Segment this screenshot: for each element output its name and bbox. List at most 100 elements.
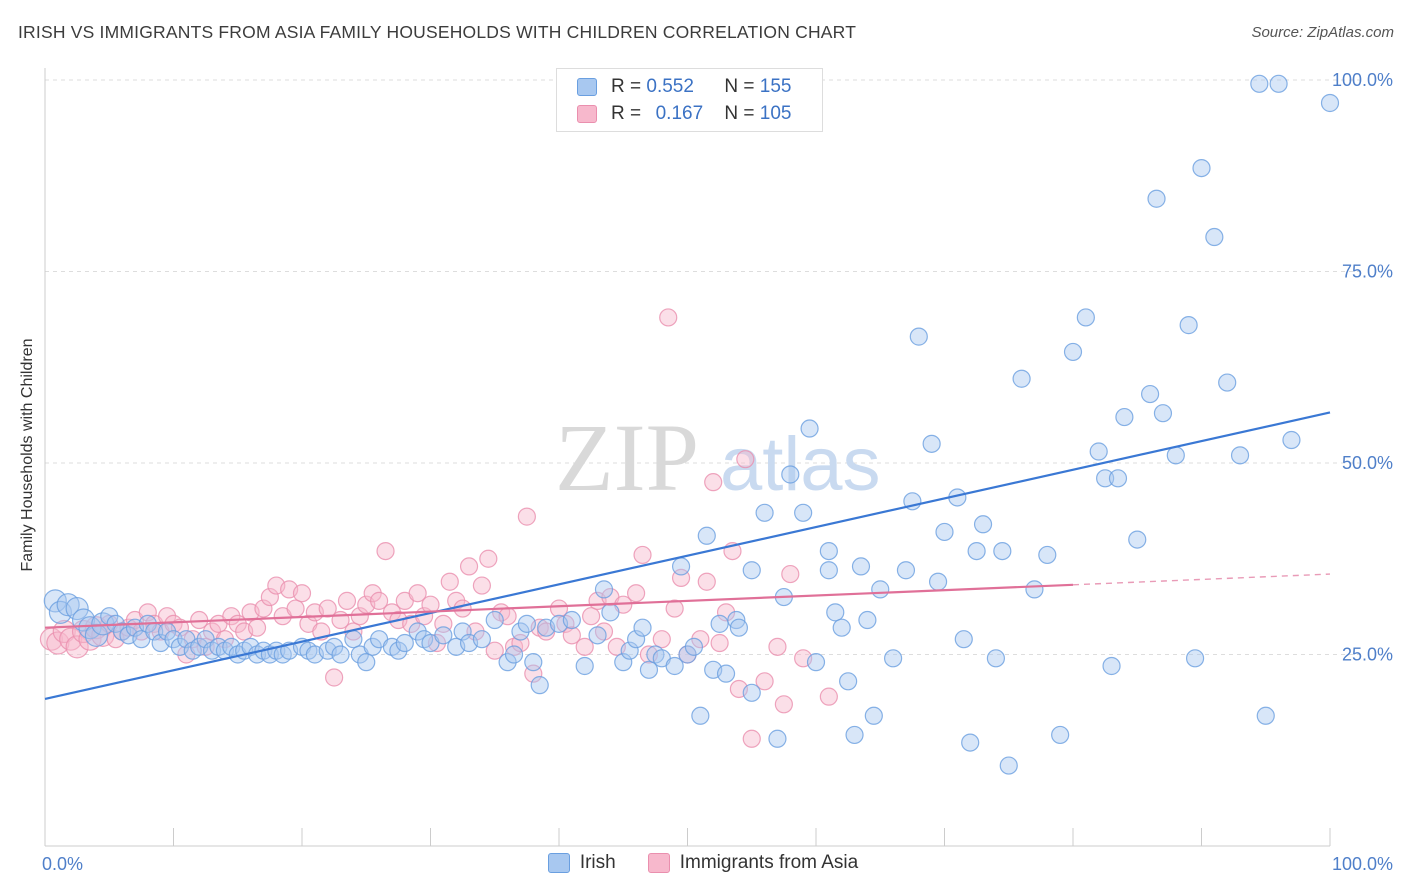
point-irish (999, 756, 1018, 775)
point-irish (1076, 308, 1095, 327)
point-asia (517, 507, 536, 526)
point-asia (59, 627, 83, 651)
source-credit: Source: ZipAtlas.com (1251, 24, 1394, 41)
point-irish (1192, 158, 1211, 178)
point-asia (704, 473, 723, 492)
point-irish (517, 614, 536, 633)
point-irish (1102, 656, 1121, 676)
point-asia (626, 584, 646, 603)
stats-irish-n-label: N = (724, 76, 755, 97)
irish-swatch-icon (577, 78, 597, 96)
point-irish (1051, 725, 1070, 745)
point-asia (819, 687, 838, 706)
legend-item-asia[interactable]: Immigrants from Asia (647, 852, 858, 874)
point-irish (858, 610, 877, 630)
stats-box: R = 0.552 N = 155 R = 0.167 N = 105 (556, 68, 823, 132)
point-irish (1153, 404, 1173, 423)
point-asia (575, 637, 594, 656)
point-irish (1128, 530, 1147, 549)
point-irish (65, 596, 89, 621)
trend-line-irish (44, 411, 1331, 701)
point-asia (479, 549, 498, 568)
stats-asia-r-label: R = (611, 103, 642, 124)
x-tick-label: 0.0% (42, 854, 83, 874)
point-irish (84, 623, 109, 647)
stats-asia-r-value: 0.167 (655, 103, 704, 124)
point-irish (620, 641, 639, 660)
asia-legend-swatch-icon (647, 853, 670, 873)
point-irish (1218, 373, 1237, 392)
point-irish (1205, 227, 1224, 247)
point-irish (742, 561, 761, 580)
point-irish (684, 637, 704, 656)
point-asia (659, 308, 678, 327)
point-irish (954, 630, 973, 649)
legend: Irish Immigrants from Asia (0, 852, 1406, 874)
point-irish (1025, 580, 1044, 599)
point-asia (459, 557, 479, 576)
point-asia (472, 576, 491, 595)
watermark-atlas: atlas (720, 422, 881, 507)
point-asia (710, 633, 729, 653)
point-irish (781, 465, 800, 484)
point-asia (247, 618, 267, 637)
point-irish (485, 610, 504, 630)
y-tick-label: 75.0% (1342, 262, 1393, 282)
axes (44, 68, 1331, 847)
point-irish (588, 626, 607, 645)
point-irish (1179, 316, 1198, 335)
point-irish (716, 664, 736, 683)
point-irish (710, 614, 729, 633)
point-asia (440, 572, 459, 591)
point-irish (806, 653, 826, 672)
point-asia (254, 599, 273, 618)
point-asia (716, 603, 736, 622)
point-irish (871, 580, 890, 599)
point-irish (794, 503, 813, 522)
point-asia (325, 668, 344, 687)
point-irish (1282, 430, 1301, 450)
point-irish (742, 683, 761, 702)
stats-irish-n-value: 155 (759, 76, 792, 97)
point-irish (1269, 74, 1288, 93)
point-irish (909, 327, 928, 346)
point-irish (1108, 469, 1128, 488)
point-asia (774, 695, 793, 714)
tick-labels: 25.0% 50.0% 75.0% 100.0% 0.0% 100.0% (42, 70, 1393, 874)
point-irish (839, 672, 858, 691)
point-irish (973, 515, 993, 534)
legend-label-irish: Irish (579, 852, 616, 873)
point-irish (883, 649, 903, 668)
point-asia (736, 450, 755, 469)
point-irish (961, 733, 980, 752)
watermark-zip: ZIP (555, 404, 699, 511)
legend-item-irish[interactable]: Irish (547, 852, 616, 874)
point-irish (986, 649, 1006, 668)
stats-row-irish: R = 0.552 N = 155 (577, 73, 791, 101)
point-irish (639, 660, 659, 679)
point-irish (1012, 369, 1031, 388)
point-asia (562, 626, 581, 645)
watermark: ZIP atlas (555, 404, 881, 511)
y-tick-label: 50.0% (1342, 453, 1393, 473)
point-irish (434, 626, 453, 645)
point-irish (1140, 384, 1160, 404)
point-irish (691, 706, 710, 725)
point-asia (755, 672, 774, 691)
point-irish (697, 526, 716, 545)
point-irish (78, 616, 102, 640)
point-irish (633, 618, 652, 637)
point-irish (1096, 469, 1115, 488)
point-irish (626, 630, 646, 649)
point-irish (601, 603, 620, 622)
point-irish (935, 522, 954, 542)
point-asia (286, 599, 305, 618)
series-irish-points (43, 74, 1340, 775)
point-irish (344, 630, 363, 649)
point-irish (43, 589, 67, 613)
point-asia (742, 729, 761, 748)
point-irish (967, 541, 986, 561)
point-irish (1115, 407, 1134, 427)
x-tick-label: 100.0% (1332, 854, 1393, 874)
